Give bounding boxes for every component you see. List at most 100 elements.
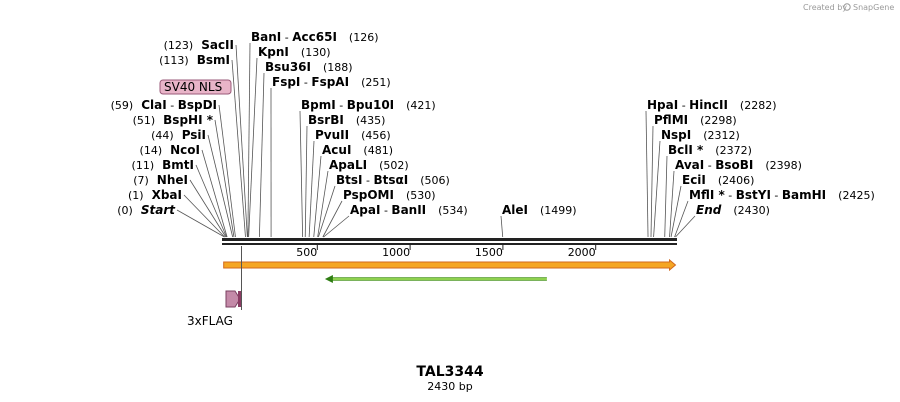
site-name[interactable]: PspOMI <box>343 188 394 202</box>
site-l8[interactable]: BsmI (113) <box>159 53 230 67</box>
site-position: (1499) <box>540 204 577 217</box>
site-position: (7) <box>133 174 149 187</box>
scale-tick-label: 1500 <box>475 246 503 259</box>
site-name[interactable]: NcoI <box>170 143 200 157</box>
site-name[interactable]: End <box>696 203 722 217</box>
scale-tick-label: 500 <box>296 246 317 259</box>
site-l5[interactable]: PsiI (44) <box>151 128 206 142</box>
site-name[interactable]: BspHI * <box>163 113 214 127</box>
full-length-feature[interactable] <box>223 258 677 272</box>
flag-arrow[interactable] <box>225 290 241 308</box>
site-leader-line <box>183 194 225 238</box>
site-name[interactable]: KpnI <box>258 45 289 59</box>
site-r5[interactable]: BsrBI (435) <box>308 113 385 127</box>
site-leader-line <box>247 42 251 238</box>
site-name[interactable]: AcuI <box>322 143 351 157</box>
site-name[interactable]: PvuII <box>315 128 349 142</box>
site-position: (126) <box>349 31 379 44</box>
site-name[interactable]: EciI <box>682 173 706 187</box>
site-l9[interactable]: SacII (123) <box>164 38 234 52</box>
sequence-backbone <box>222 238 677 245</box>
site-name[interactable]: BsmI <box>197 53 230 67</box>
site-name[interactable]: ClaI - BspDI <box>141 98 217 112</box>
site-name[interactable]: NheI <box>157 173 188 187</box>
site-r13[interactable]: HpaI - HincII (2282) <box>647 98 777 112</box>
site-leader-line <box>304 125 308 238</box>
site-name[interactable]: FspI - FspAI <box>272 75 349 89</box>
site-l1[interactable]: XbaI (1) <box>128 188 182 202</box>
site-name[interactable]: NspI <box>661 128 691 142</box>
site-r15[interactable]: NspI (2312) <box>661 128 740 142</box>
site-r12[interactable]: AleI (1499) <box>502 203 577 217</box>
site-r2[interactable]: Bsu36I (188) <box>265 60 353 74</box>
site-r7[interactable]: AcuI (481) <box>322 143 393 157</box>
site-name[interactable]: HpaI - HincII <box>647 98 728 112</box>
site-name[interactable]: ApaLI <box>329 158 367 172</box>
site-name[interactable]: BclI * <box>668 143 704 157</box>
site-r17[interactable]: AvaI - BsoBI (2398) <box>675 158 802 172</box>
site-r0[interactable]: BanI - Acc65I (126) <box>251 30 379 44</box>
site-r19[interactable]: MflI * - BstYI - BamHI (2425) <box>689 188 875 202</box>
site-leader-line <box>670 185 682 238</box>
site-position: (2282) <box>740 99 777 112</box>
site-l6[interactable]: BspHI * (51) <box>133 113 214 127</box>
site-position: (14) <box>140 144 163 157</box>
site-name[interactable]: BmtI <box>162 158 194 172</box>
backbone-bottom-strand <box>222 243 677 245</box>
site-position: (421) <box>406 99 436 112</box>
site-leader-line <box>322 200 343 238</box>
plasmid-name: TAL3344 <box>416 364 483 380</box>
site-r8[interactable]: ApaLI (502) <box>329 158 409 172</box>
snapgene-credit: Created by SnapGene <box>803 3 894 12</box>
site-leader-line <box>653 140 661 238</box>
site-position: (123) <box>164 39 194 52</box>
site-leader-line <box>323 215 350 238</box>
site-leader-line <box>675 215 696 238</box>
site-r6[interactable]: PvuII (456) <box>315 128 391 142</box>
sv40-nls-feature-label[interactable]: SV40 NLS <box>159 79 232 95</box>
site-name[interactable]: Bsu36I <box>265 60 311 74</box>
site-position: (2312) <box>703 129 740 142</box>
site-name[interactable]: BsrBI <box>308 113 344 127</box>
site-name[interactable]: BtsI - BtsαI <box>336 173 408 187</box>
site-leader-line <box>317 170 329 238</box>
site-r1[interactable]: KpnI (130) <box>258 45 331 59</box>
site-name[interactable]: PflMI <box>654 113 688 127</box>
site-name[interactable]: AleI <box>502 203 528 217</box>
sv40-nls-label: SV40 NLS <box>164 80 222 94</box>
site-name[interactable]: Start <box>141 203 176 217</box>
site-name[interactable]: BpmI - Bpu10I <box>301 98 394 112</box>
site-name[interactable]: BanI - Acc65I <box>251 30 337 44</box>
site-r16[interactable]: BclI * (2372) <box>668 143 752 157</box>
site-r9[interactable]: BtsI - BtsαI (506) <box>336 173 450 187</box>
site-r18[interactable]: EciI (2406) <box>682 173 754 187</box>
site-r10[interactable]: PspOMI (530) <box>343 188 436 202</box>
site-name[interactable]: XbaI <box>152 188 182 202</box>
site-l0[interactable]: Start (0) <box>117 203 176 217</box>
site-leader-line <box>669 170 675 238</box>
site-leader-line <box>235 44 248 238</box>
site-l4[interactable]: NcoI (14) <box>140 143 200 157</box>
flag-feature[interactable]: 3xFLAG <box>187 246 242 328</box>
site-name[interactable]: ApaI - BanII <box>350 203 426 217</box>
orf-arrow-head[interactable] <box>324 275 333 283</box>
site-r20[interactable]: End (2430) <box>696 203 770 217</box>
sv40-nls-pill[interactable] <box>159 79 232 95</box>
site-name[interactable]: PsiI <box>182 128 206 142</box>
site-leader-line <box>674 200 689 238</box>
site-leader-line <box>308 140 315 238</box>
full-length-feature-arrow[interactable] <box>223 258 677 272</box>
orf-feature[interactable] <box>324 275 547 283</box>
site-name[interactable]: AvaI - BsoBI <box>675 158 753 172</box>
site-r14[interactable]: PflMI (2298) <box>654 113 737 127</box>
site-name[interactable]: MflI * - BstYI - BamHI <box>689 188 826 202</box>
site-r11[interactable]: ApaI - BanII (534) <box>350 203 468 217</box>
site-name[interactable]: SacII <box>201 38 234 52</box>
site-r4[interactable]: BpmI - Bpu10I (421) <box>301 98 436 112</box>
scale-tick-label: 1000 <box>382 246 410 259</box>
site-l2[interactable]: NheI (7) <box>133 173 188 187</box>
flag-end-mark <box>238 291 241 307</box>
site-l7[interactable]: ClaI - BspDI (59) <box>111 98 217 112</box>
site-r3[interactable]: FspI - FspAI (251) <box>272 75 391 89</box>
site-l3[interactable]: BmtI (11) <box>132 158 194 172</box>
